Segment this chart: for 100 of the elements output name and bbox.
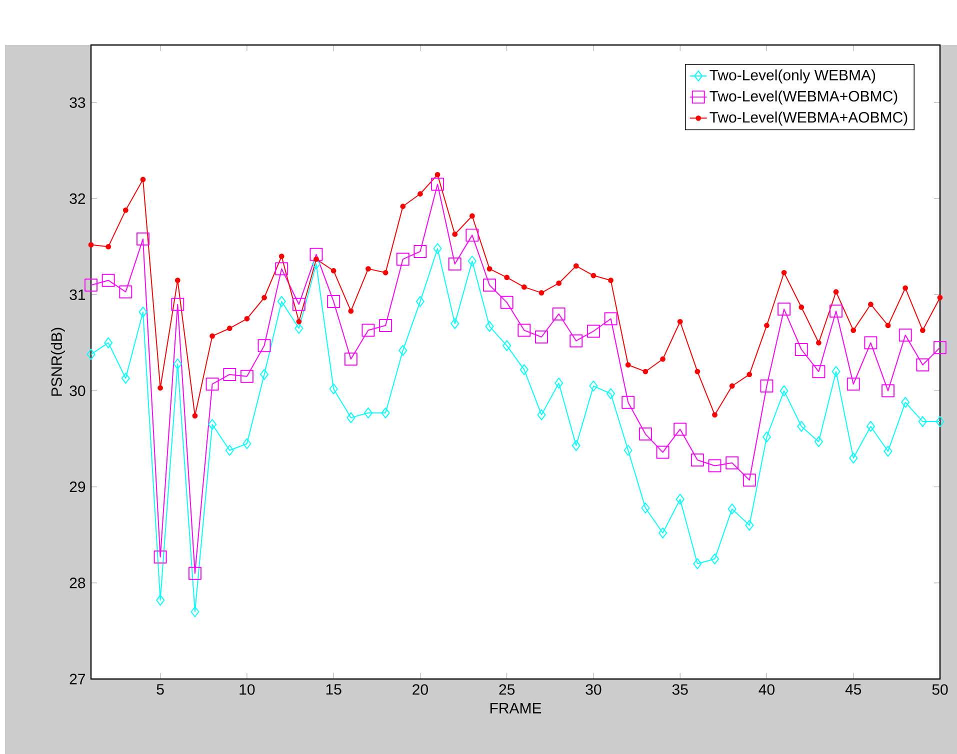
point [624, 444, 632, 456]
point [625, 362, 631, 368]
point [84, 278, 98, 292]
point [710, 553, 720, 564]
point [88, 242, 94, 248]
point [140, 176, 146, 182]
point [275, 262, 288, 276]
point [277, 296, 286, 307]
point [502, 340, 512, 352]
point [102, 274, 115, 287]
x-tick-label: 50 [932, 684, 948, 695]
point [242, 438, 252, 450]
point [190, 606, 200, 618]
point [846, 378, 860, 391]
point [262, 294, 267, 300]
point [920, 328, 926, 333]
point [901, 396, 910, 408]
point [676, 494, 684, 505]
point [206, 378, 219, 391]
point [833, 289, 839, 295]
point [122, 208, 128, 213]
x-tick-label: 25 [499, 684, 515, 695]
point [329, 383, 338, 394]
point [258, 339, 271, 352]
point [379, 318, 392, 332]
x-tick-label: 15 [326, 684, 342, 695]
point [398, 344, 408, 356]
point [604, 312, 618, 326]
point [156, 594, 165, 606]
point [850, 328, 856, 333]
point [642, 368, 648, 374]
point [898, 328, 912, 342]
point [486, 266, 492, 272]
point [937, 294, 943, 300]
point [884, 446, 892, 457]
point [660, 356, 666, 362]
point [606, 388, 616, 400]
point [278, 254, 284, 260]
point [521, 284, 527, 290]
point [500, 296, 514, 309]
point [832, 366, 840, 378]
point [816, 340, 822, 346]
y-tick-label: 30 [70, 386, 86, 396]
point [726, 456, 739, 470]
point [797, 420, 806, 432]
x-tick-label: 30 [586, 684, 602, 695]
point [468, 256, 476, 267]
point [296, 318, 302, 324]
point [158, 385, 164, 391]
point [866, 420, 875, 432]
point [381, 407, 390, 418]
point [520, 364, 528, 376]
point [433, 243, 442, 254]
point [916, 358, 930, 372]
point [330, 268, 336, 274]
y-tick-label: 29 [70, 482, 86, 492]
point [450, 318, 460, 330]
point [638, 428, 652, 441]
point [518, 324, 531, 337]
point [292, 298, 306, 311]
point [106, 244, 112, 250]
point [431, 178, 444, 191]
point [622, 396, 635, 409]
point [192, 413, 198, 418]
point [708, 459, 722, 472]
point [504, 274, 510, 280]
point [728, 503, 736, 514]
point [656, 446, 670, 459]
y-tick-label: 33 [70, 97, 86, 108]
point [812, 365, 826, 378]
point [434, 172, 440, 178]
x-tick-label: 5 [156, 684, 164, 695]
point [658, 527, 668, 538]
point [794, 342, 808, 356]
point [641, 502, 650, 514]
y-axis-title: PSNR(dB) [50, 328, 65, 396]
point [466, 228, 479, 242]
point [537, 409, 546, 420]
point [745, 520, 754, 531]
point [382, 270, 388, 276]
point [882, 384, 895, 398]
point [934, 341, 946, 354]
y-tick-label: 28 [70, 578, 86, 588]
point [226, 326, 232, 332]
point [294, 322, 304, 334]
y-tick-label: 31 [70, 289, 86, 300]
point [310, 248, 323, 261]
point [760, 380, 774, 392]
point [742, 474, 756, 487]
point [344, 352, 358, 366]
point [244, 316, 250, 322]
point [400, 204, 406, 210]
point [225, 444, 234, 456]
point [416, 296, 424, 307]
point [729, 383, 735, 389]
point [556, 280, 562, 286]
point [173, 358, 182, 370]
point [674, 422, 687, 436]
point [608, 278, 614, 284]
point [210, 333, 215, 339]
